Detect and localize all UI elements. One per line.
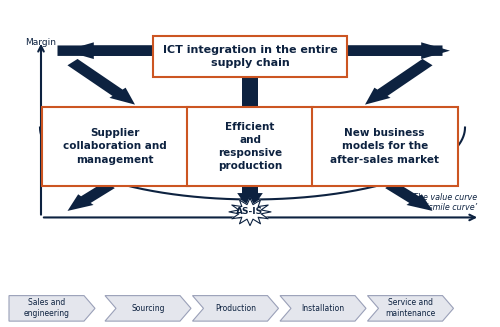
Polygon shape xyxy=(229,198,271,226)
Text: Installation: Installation xyxy=(302,304,344,313)
Polygon shape xyxy=(368,296,454,321)
Polygon shape xyxy=(9,296,95,321)
FancyBboxPatch shape xyxy=(312,107,458,186)
Text: Efficient
and
responsive
production: Efficient and responsive production xyxy=(218,122,282,171)
FancyBboxPatch shape xyxy=(187,107,313,186)
Text: The value curve
‘smile curve’: The value curve ‘smile curve’ xyxy=(414,193,478,212)
FancyBboxPatch shape xyxy=(153,36,347,77)
Text: Service and
maintenance: Service and maintenance xyxy=(386,298,436,318)
Text: Sales and
engineering: Sales and engineering xyxy=(24,298,70,318)
Text: Sourcing: Sourcing xyxy=(131,304,165,313)
Polygon shape xyxy=(105,296,191,321)
Polygon shape xyxy=(237,185,263,212)
Polygon shape xyxy=(192,296,278,321)
Polygon shape xyxy=(385,181,432,211)
Polygon shape xyxy=(68,181,115,211)
Text: New business
models for the
after-sales market: New business models for the after-sales … xyxy=(330,128,439,164)
Text: Margin: Margin xyxy=(25,38,56,47)
Polygon shape xyxy=(237,75,263,129)
Text: Supplier
collaboration and
management: Supplier collaboration and management xyxy=(64,128,167,164)
Polygon shape xyxy=(280,296,366,321)
Text: ICT integration in the entire
supply chain: ICT integration in the entire supply cha… xyxy=(162,45,338,68)
Text: Production: Production xyxy=(215,304,256,313)
Polygon shape xyxy=(68,59,135,105)
FancyBboxPatch shape xyxy=(42,107,188,186)
Polygon shape xyxy=(365,59,432,105)
Text: AS-IS: AS-IS xyxy=(236,207,264,216)
Polygon shape xyxy=(58,42,450,59)
Polygon shape xyxy=(65,42,442,59)
